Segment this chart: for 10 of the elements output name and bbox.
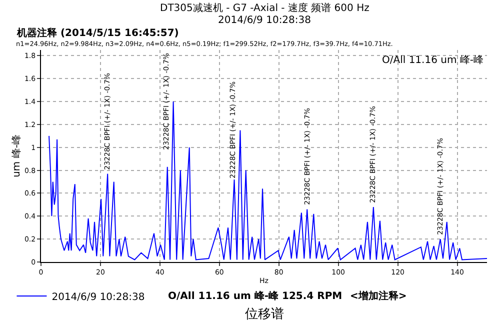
text: 位移谱 [245,307,284,322]
text: 机器注释 (2014/5/15 16:45:57) [16,27,179,39]
y-axis-title: um 峰-峰 [10,134,22,178]
text: O/All 11.16 um 峰-峰 [168,290,280,302]
chart-subtitle: 2014/6/9 10:28:38 [218,15,312,26]
chart-title: DT305减速机 - G7 -Axial - 速度 频谱 600 Hz [160,2,370,14]
legend-label: 2014/6/9 10:28:38 [52,292,145,303]
text: 125.4 RPM [282,291,342,302]
text: <增加注释> [350,290,407,302]
annotation: O/All 11.16 um 峰-峰 [382,54,484,66]
